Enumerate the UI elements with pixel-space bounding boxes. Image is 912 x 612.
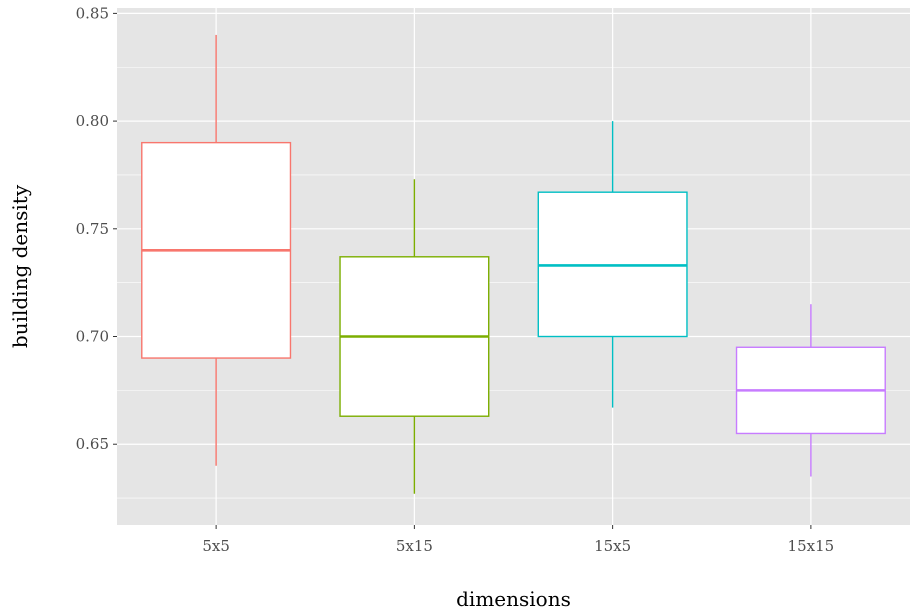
box-5x5: [141, 34, 292, 466]
y-tick-label: 0.80: [76, 112, 109, 130]
x-tick-label: 15x15: [788, 537, 835, 555]
y-axis-title: building density: [8, 184, 32, 348]
boxes: [141, 34, 886, 494]
x-axis-title: dimensions: [456, 587, 571, 611]
x-tick-label: 5x5: [202, 537, 230, 555]
y-tick-label: 0.85: [76, 4, 109, 22]
box-15x15: [735, 304, 886, 477]
x-tick-label: 15x5: [594, 537, 631, 555]
x-axis-ticks: 5x5 5x15 15x5 15x15: [202, 525, 834, 555]
y-tick-label: 0.70: [76, 328, 109, 346]
y-tick-label: 0.65: [76, 435, 109, 453]
box-15x5: [537, 121, 688, 408]
x-tick-label: 5x15: [396, 537, 433, 555]
box-5x15: [339, 179, 490, 494]
y-axis-ticks: 0.65 0.70 0.75 0.80 0.85: [76, 4, 117, 453]
y-tick-label: 0.75: [76, 220, 109, 238]
